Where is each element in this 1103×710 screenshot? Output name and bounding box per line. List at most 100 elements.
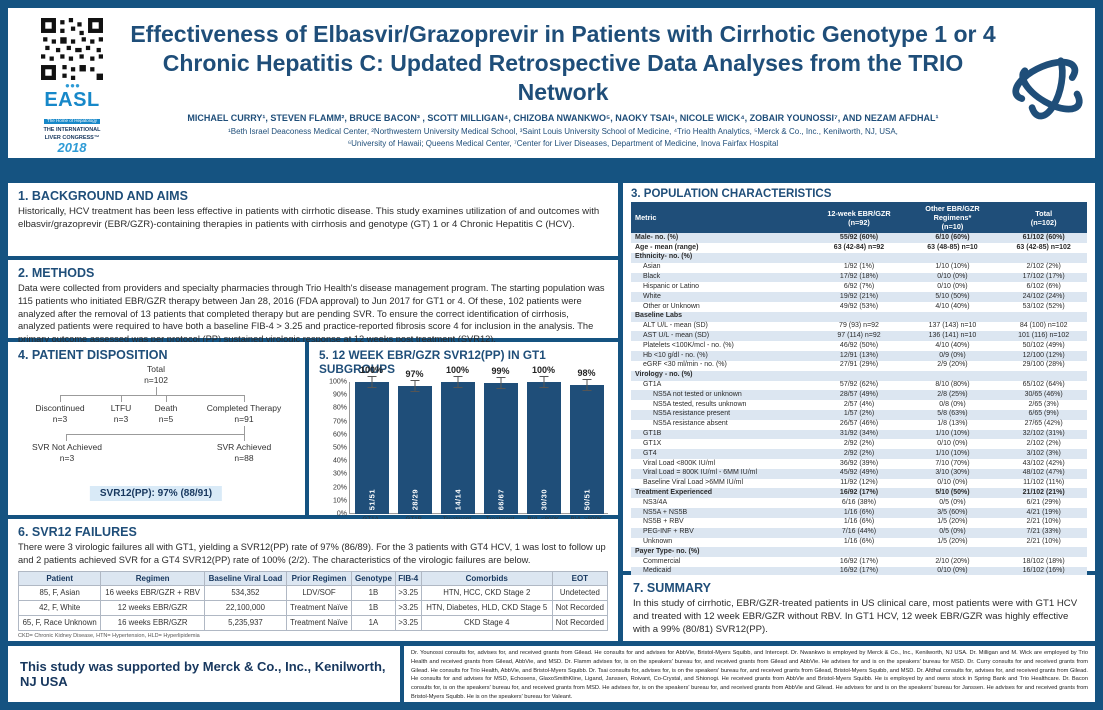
population-table-row: Black 17/92 (18%) 0/10 (0%) 17/102 (17%) (631, 272, 1087, 283)
population-table-cell: 5/10 (50%) (935, 488, 970, 496)
easl-congress-line2: LIVER CONGRESS™ (44, 134, 100, 141)
qr-code (41, 18, 103, 80)
population-table-cell: 2/10 (20%) (935, 557, 970, 565)
population-table-row: Virology - no. (%) (631, 370, 1087, 381)
flow-node-ltfu-n: n=3 (113, 413, 129, 424)
population-table-row: PEG-INF + RBV 7/16 (44%) 0/5 (0%) 7/21 (33%… (631, 527, 1087, 538)
footer-funding: This study was supported by Merck & Co.,… (8, 646, 400, 702)
population-metric-label: ALT U/L - mean (SD) (643, 322, 708, 330)
population-table-cell: 2/92 (2%) (843, 439, 875, 447)
population-metric-label: Other or Unknown (643, 302, 700, 310)
background-title: 1. BACKGROUND AND AIMS (18, 189, 188, 203)
population-metric-label: NS5A resistance present (653, 410, 731, 418)
failures-table-cell: Treatment Naïve (285, 599, 353, 616)
bar-value-label: 97% (405, 368, 424, 379)
population-metric-label: Viral Load = 800K IU/ml - 6MM IU/ml (643, 469, 758, 477)
population-table-cell: 17/92 (18%) (839, 273, 879, 281)
population-table-cell: 16/102 (16%) (1022, 567, 1065, 575)
population-table-cell: 4/10 (40%) (935, 302, 970, 310)
section-patient-disposition: 4. PATIENT DISPOSITION Total n=102 Disco… (8, 342, 305, 515)
population-table-cell: 49/92 (53%) (839, 302, 879, 310)
flow-node-svr-label: SVR Achieved (216, 442, 272, 452)
y-axis-tick-label: 50% (332, 444, 347, 452)
population-metric-label: Age - mean (range) (635, 243, 699, 251)
section-svr12-subgroups-chart: 5. 12 WEEK EBR/GZR SVR12(PP) IN GT1 SUBG… (309, 342, 618, 545)
population-metric-label: AST U/L - mean (SD) (643, 331, 710, 339)
population-table-cell: 137 (143) n=10 (928, 322, 977, 330)
population-table-cell: 11/102 (11%) (1023, 479, 1065, 487)
population-metric-label: NS3/4A (643, 498, 668, 506)
population-table-cell: 53/102 (52%) (1022, 302, 1065, 310)
population-table-cell (813, 253, 904, 263)
error-bar (410, 379, 419, 392)
failures-table-cell: CKD Stage 4 (420, 614, 553, 631)
failures-column-header: Patient (17, 570, 102, 586)
population-table-cell: 1/16 (6%) (843, 518, 875, 526)
population-table-row: Unknown 1/16 (6%) 1/5 (20%) 2/21 (10%) (631, 538, 1087, 548)
population-table-cell: 43/102 (42%) (1022, 459, 1065, 467)
failures-table-body: 85, F, Asian 16 weeks EBR/GZR + RBV 534,35… (17, 584, 609, 631)
failures-table: Patient Regimen Baseline Viral Load Prior R… (17, 570, 609, 631)
population-table-cell: 1/10 (10%) (935, 263, 970, 271)
bar-bvl-800k-iu-ml: 98% 50/51 (569, 368, 604, 514)
population-table-cell: 36/92 (39%) (839, 459, 879, 467)
population-metric-label: NS5B + RBV (643, 518, 684, 526)
population-metric-label: Ethnicity- no. (%) (635, 253, 693, 261)
population-table-row: Treatment Experienced 16/92 (17%) 5/10 (50… (631, 488, 1087, 499)
population-table-cell: 65/102 (64%) (1022, 381, 1065, 389)
population-table-cell: 31/92 (34%) (839, 430, 879, 438)
population-table-cell: 8/10 (80%) (935, 381, 970, 389)
section-summary: 7. SUMMARY In this study of cirrhotic, E… (623, 575, 1095, 641)
population-table-cell: 50/102 (49%) (1022, 341, 1065, 349)
failures-title: 6. SVR12 FAILURES (18, 525, 137, 539)
population-table-cell: 21/102 (21%) (1022, 488, 1065, 496)
affiliations: ¹Beth Israel Deaconess Medical Center, ²… (123, 126, 1003, 149)
bar-chart: 0% 10% 20% 30% 40% 50% 60% 70% 80% 90% 100% 100% 51/… (319, 365, 608, 530)
disposition-flow-diagram: Total n=102 Discontinued n=3 LTFU n=3 De… (18, 364, 294, 512)
flow-connector (66, 434, 244, 435)
failures-table-cell: Not Recorded (551, 599, 609, 616)
failures-column-header: Prior Regimen (285, 570, 353, 586)
failures-table-cell: 22,100,000 (204, 599, 287, 616)
bar-gt1a: 100% 51/51 (354, 365, 389, 514)
bar-value-label: 100% (445, 365, 470, 375)
population-table-cell: 101 (116) n=102 (1018, 331, 1070, 339)
population-table-cell: 6/21 (29%) (1026, 498, 1061, 506)
background-body: Historically, HCV treatment has been les… (18, 206, 600, 231)
chart-bar-slot: 100% 14/14 (438, 365, 478, 514)
chart-bars: 100% 51/51 97% 28/29 100% 14/14 99% 66/67 100% 30… (350, 365, 608, 514)
chart-plot-area: 0% 10% 20% 30% 40% 50% 60% 70% 80% 90% 100% 100% 51/… (329, 365, 608, 518)
population-metric-label: Platelets <100K/mcl - no. (%) (643, 341, 734, 349)
flow-node-total-label: Total (147, 364, 165, 374)
failures-column-header: FIB-4 (394, 570, 422, 586)
failures-table-cell: 1A (351, 614, 396, 631)
population-table-cell (905, 547, 1001, 557)
failures-table-cell: 16 weeks EBR/GZR + RBV (100, 584, 205, 601)
population-table-row: Other or Unknown 49/92 (53%) 4/10 (40%) 53/… (631, 302, 1087, 312)
population-table-cell: 32/102 (31%) (1022, 430, 1065, 438)
flow-node-death: Death n=5 (146, 403, 186, 424)
flow-node-svr-not-label: SVR Not Achieved (32, 442, 102, 452)
population-table-cell (813, 312, 904, 322)
disposition-title: 4. PATIENT DISPOSITION (18, 348, 168, 362)
affiliations-line2: ⁶University of Hawaii; Queens Medical Ce… (347, 138, 779, 148)
flow-connector (66, 434, 67, 441)
trio-orbit-logo-icon (1012, 57, 1083, 120)
population-table-cell: 2/9 (20%) (937, 361, 968, 369)
population-table-cell (905, 253, 1001, 263)
population-metric-label: Baseline Labs (635, 312, 683, 320)
bar-fraction-label: 30/30 (539, 488, 548, 510)
failures-table-cell: 65, F, Race Unknown (17, 614, 102, 631)
failures-table-header-row: Patient Regimen Baseline Viral Load Prior R… (17, 570, 609, 586)
y-axis-tick-label: 20% (332, 484, 347, 492)
y-axis-tick-label: 30% (332, 470, 347, 478)
population-table-cell: 28/57 (49%) (839, 390, 879, 398)
failures-table-cell: HTN, Diabetes, HLD, CKD Stage 5 (420, 599, 553, 616)
disclosures-text: Dr. Younossi consults for, advises for, … (411, 650, 1088, 701)
flow-node-ltfu: LTFU n=3 (101, 403, 141, 424)
population-table-cell (1000, 547, 1087, 557)
bar-gt1b: 97% 28/29 (397, 369, 432, 514)
population-table-cell (813, 547, 904, 557)
bar-fraction-label: 28/29 (410, 488, 419, 510)
chart-bar-slot: 99% 66/67 (481, 366, 521, 514)
